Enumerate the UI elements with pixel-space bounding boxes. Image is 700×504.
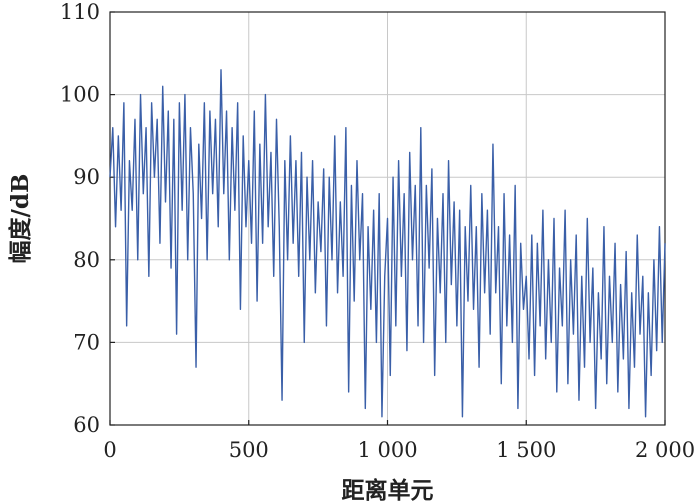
x-tick-label: 0 bbox=[103, 438, 116, 462]
x-tick-label: 1 000 bbox=[357, 438, 417, 462]
y-tick-label: 80 bbox=[73, 248, 100, 272]
x-axis-title: 距离单元 bbox=[342, 477, 434, 504]
x-tick-label: 2 000 bbox=[635, 438, 695, 462]
series-line-amplitude bbox=[109, 69, 666, 418]
y-tick-label: 90 bbox=[73, 165, 100, 189]
axis-ticks bbox=[109, 11, 666, 426]
y-tick-label: 70 bbox=[73, 330, 100, 354]
y-tick-label: 100 bbox=[60, 83, 100, 107]
y-tick-label: 60 bbox=[73, 413, 100, 437]
y-tick-labels: 60 70 80 90 100 110 bbox=[60, 0, 100, 437]
x-tick-label: 1 500 bbox=[496, 438, 556, 462]
y-tick-label: 110 bbox=[60, 0, 100, 24]
x-tick-label: 500 bbox=[229, 438, 269, 462]
x-tick-labels: 0 500 1 000 1 500 2 000 bbox=[103, 438, 695, 462]
y-axis-title: 幅度/dB bbox=[7, 174, 34, 264]
